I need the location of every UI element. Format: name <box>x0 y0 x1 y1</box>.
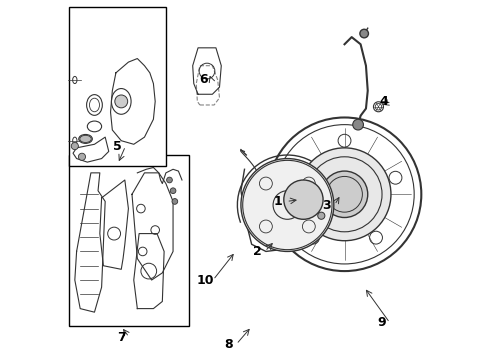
Circle shape <box>172 199 177 204</box>
Text: 9: 9 <box>377 316 386 329</box>
Circle shape <box>283 180 323 219</box>
Bar <box>69 7 165 166</box>
Circle shape <box>166 177 172 183</box>
Circle shape <box>78 153 85 160</box>
Circle shape <box>317 212 324 219</box>
Circle shape <box>170 188 176 194</box>
Ellipse shape <box>80 135 91 143</box>
Text: 2: 2 <box>252 245 261 258</box>
Circle shape <box>298 148 390 241</box>
Text: 8: 8 <box>224 338 232 351</box>
Text: 4: 4 <box>379 95 387 108</box>
Circle shape <box>352 119 363 130</box>
Circle shape <box>321 171 367 217</box>
Text: 6: 6 <box>199 73 207 86</box>
Circle shape <box>359 29 367 38</box>
Circle shape <box>115 95 127 108</box>
Circle shape <box>71 143 78 150</box>
Circle shape <box>241 158 333 251</box>
Text: 1: 1 <box>273 195 282 208</box>
Ellipse shape <box>79 134 92 143</box>
Bar <box>69 155 189 327</box>
Text: 10: 10 <box>196 274 214 287</box>
Text: 5: 5 <box>113 140 122 153</box>
Text: 3: 3 <box>322 198 330 212</box>
Text: 7: 7 <box>117 331 125 344</box>
